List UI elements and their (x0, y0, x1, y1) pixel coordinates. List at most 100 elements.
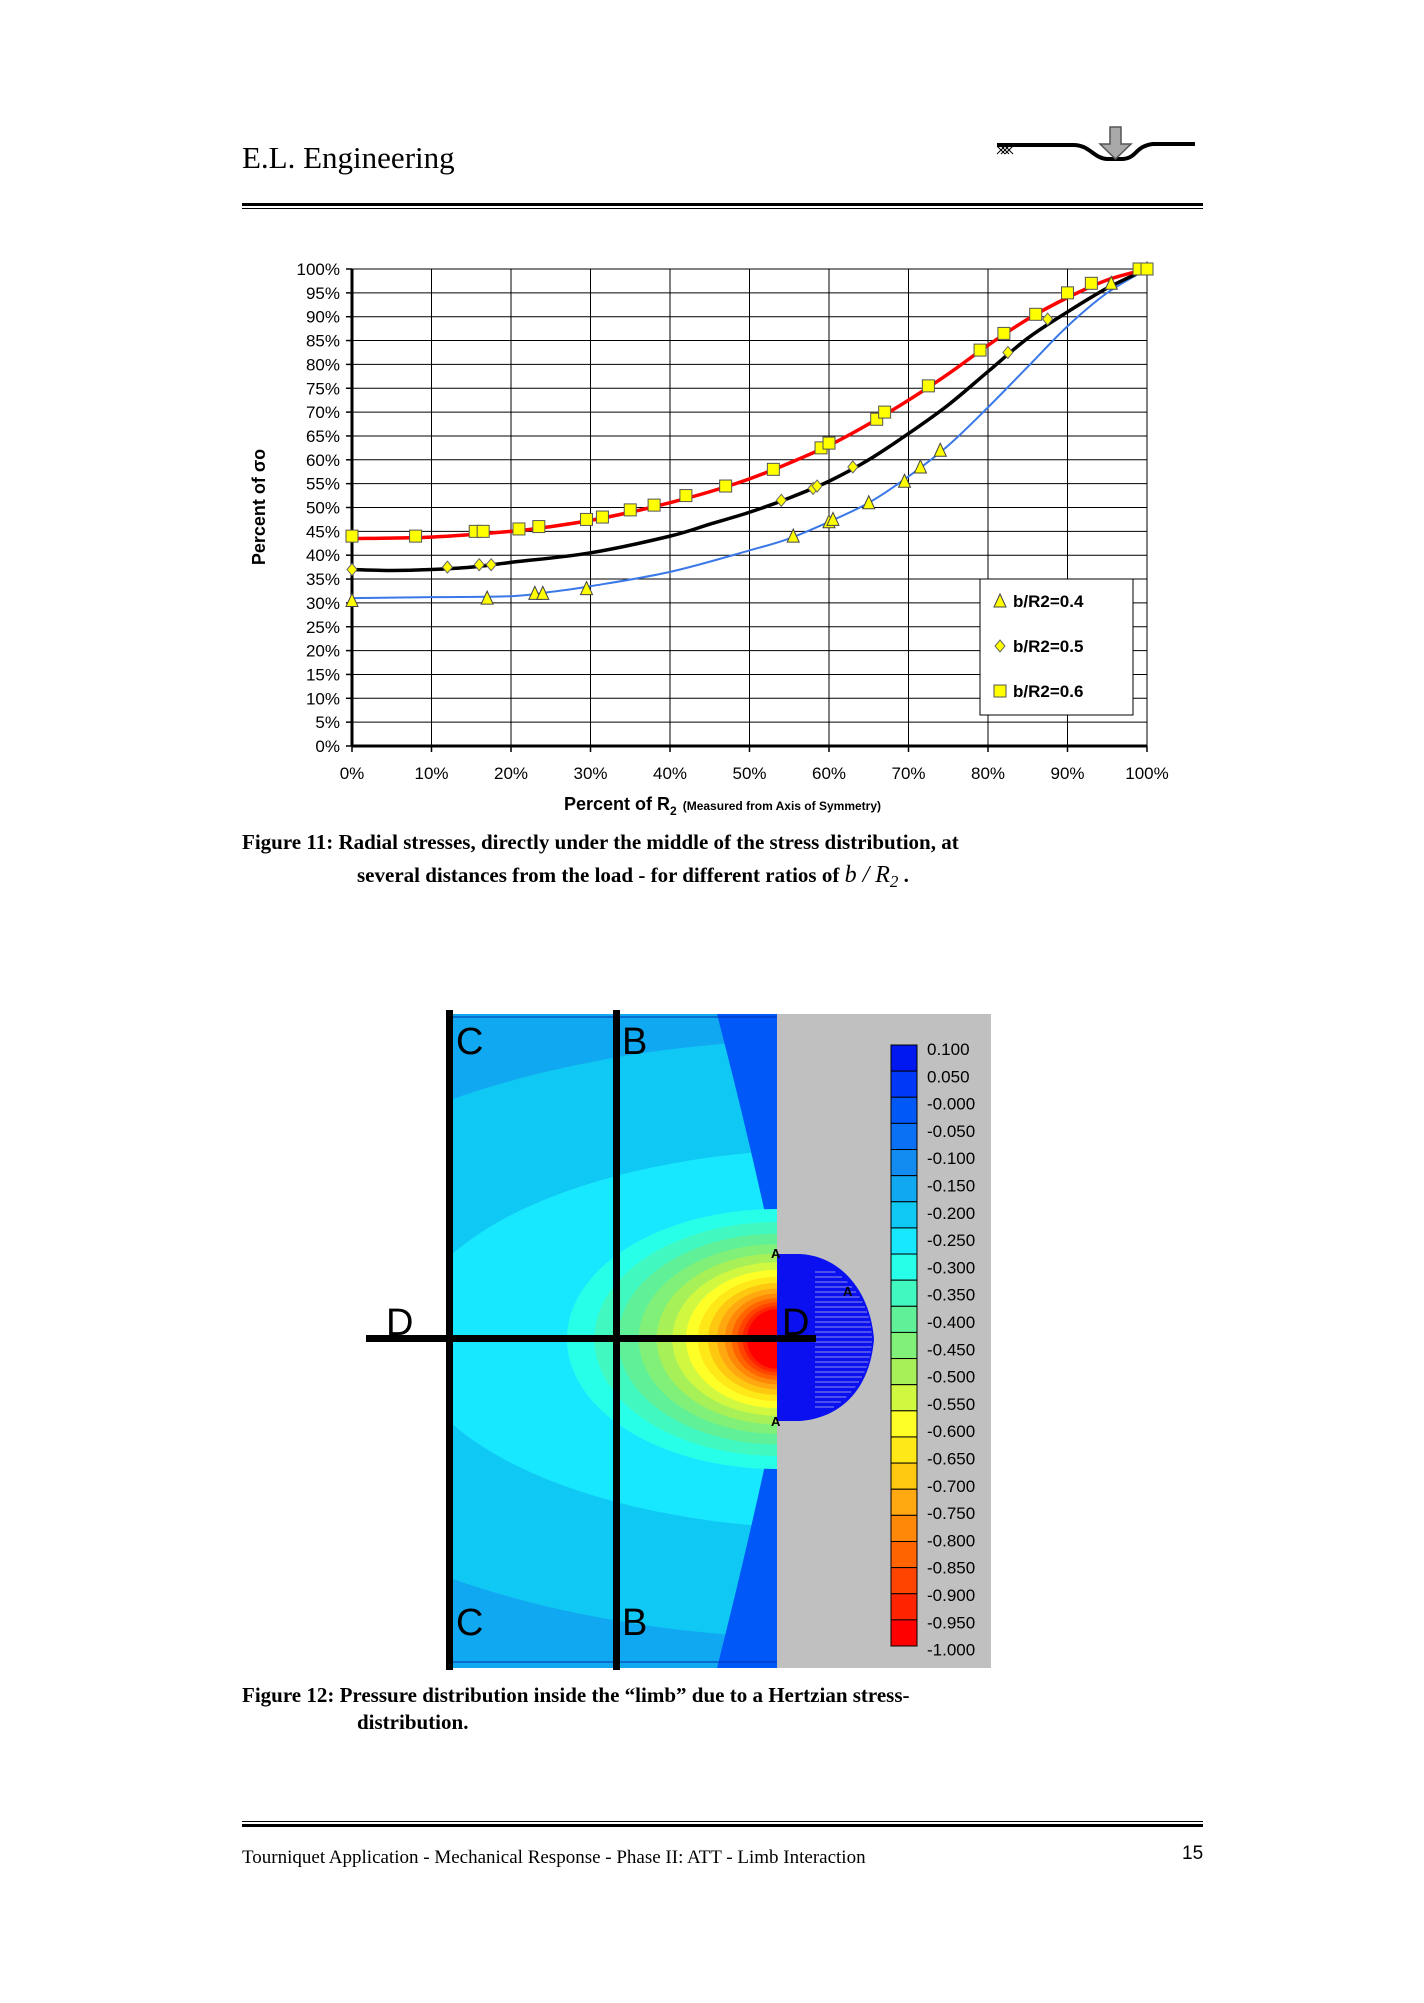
legend-marker-diamond (994, 639, 1006, 653)
label-d-right: D (782, 1302, 809, 1344)
y-tick-label: 10% (306, 689, 340, 708)
data-point-square (623, 503, 637, 517)
label-c-bottom: C (456, 1602, 483, 1644)
label-b-bottom: B (622, 1602, 647, 1644)
colorbar-swatch (890, 1122, 918, 1151)
colorbar-swatch (890, 1279, 918, 1307)
trend-line-b-r2-0-6 (351, 267, 1148, 541)
x-tick-label: 20% (494, 764, 528, 783)
header-rule (242, 203, 1203, 206)
colorbar-swatch (890, 1410, 918, 1438)
chart-markers (345, 260, 1154, 608)
data-point-square (719, 479, 733, 493)
colorbar-swatch (890, 1358, 918, 1386)
legend-label: b/R2=0.6 (1013, 682, 1083, 701)
data-point-square (878, 405, 892, 419)
colorbar-swatch (890, 1331, 918, 1360)
chart-legend: b/R2=0.4 b/R2=0.5 b/R2=0.6 (979, 578, 1134, 716)
data-point-triangle (1104, 275, 1119, 290)
x-tick-label: 90% (1050, 764, 1084, 783)
y-tick-label: 95% (306, 284, 340, 303)
data-point-triangle (536, 585, 550, 600)
x-tick-label: 0% (340, 764, 365, 783)
data-point-diamond (811, 479, 823, 493)
figure-12-caption-line2: distribution. (357, 1710, 469, 1734)
colorbar-label: -0.700 (927, 1477, 975, 1496)
data-point-square (1061, 286, 1074, 300)
data-point-square (647, 498, 661, 512)
colorbar-label: -0.000 (927, 1095, 975, 1114)
colorbar-swatch (890, 1540, 918, 1569)
colorbar-label: -0.800 (927, 1531, 975, 1550)
x-tick-label: 10% (414, 764, 448, 783)
load-marker: A (771, 1246, 781, 1261)
y-tick-label: 15% (306, 665, 340, 684)
data-point-square (822, 436, 836, 450)
hatch-icon (996, 145, 1014, 155)
data-point-triangle (897, 473, 912, 488)
data-point-square (997, 326, 1011, 340)
colorbar-swatch (890, 1070, 918, 1098)
load-marker: A (771, 1414, 781, 1429)
data-point-square (679, 489, 693, 503)
data-point-square (1140, 262, 1154, 276)
data-point-square (766, 462, 780, 476)
document-header-title: E.L. Engineering (242, 140, 455, 175)
y-tick-label: 90% (306, 308, 340, 327)
colorbar-label: -0.750 (927, 1504, 975, 1523)
x-tick-label: 80% (971, 764, 1005, 783)
data-point-diamond (473, 557, 485, 572)
data-point-triangle (579, 580, 594, 596)
colorbar-label: -0.650 (927, 1450, 975, 1469)
contour-band (717, 1014, 777, 1269)
colorbar-swatch (890, 1619, 918, 1647)
indentation-arrow-logo (996, 126, 1195, 161)
y-tick-label: 30% (306, 594, 340, 613)
y-axis-title: Percent of σo (249, 449, 269, 565)
label-d-left: D (386, 1302, 413, 1344)
data-point-diamond (847, 460, 859, 474)
y-tick-label: 40% (306, 546, 340, 565)
x-tick-labels: 0% 10% 20% 30% 40% 50% 60% 70% 80% 90% 100% (340, 764, 1169, 783)
legend-marker-triangle (993, 592, 1007, 608)
y-tick-label: 85% (306, 332, 340, 351)
header-rule-thin (242, 208, 1203, 209)
colorbar-label: -0.550 (927, 1395, 975, 1414)
data-point-square (921, 379, 935, 393)
colorbar-label: -0.300 (927, 1258, 975, 1277)
colorbar-label: -0.450 (927, 1340, 975, 1359)
colorbar-label: 0.100 (927, 1040, 970, 1059)
data-point-square (973, 343, 987, 357)
colorbar-swatch (890, 1593, 918, 1621)
y-tick-label: 80% (306, 355, 340, 374)
colorbar-swatch (890, 1305, 918, 1333)
y-tick-label: 25% (306, 618, 340, 637)
x-tick-label: 50% (732, 764, 766, 783)
colorbar-label: 0.050 (927, 1067, 970, 1086)
y-tick-label: 35% (306, 570, 340, 589)
colorbar-label: -0.850 (927, 1559, 975, 1578)
colorbar-label: -0.900 (927, 1586, 975, 1605)
data-point-diamond (1041, 312, 1054, 326)
colorbar-swatch (890, 1436, 918, 1464)
y-tick-label: 100% (297, 260, 340, 279)
colorbar-label: -0.500 (927, 1368, 975, 1387)
colorbar-swatch (890, 1253, 918, 1281)
colorbar-label: -0.950 (927, 1613, 975, 1632)
data-point-diamond (775, 493, 787, 508)
data-point-triangle (345, 592, 359, 608)
colorbar-swatch (890, 1488, 918, 1516)
pressure-contour-plot: C B C B D D A A A 0.100 0.050 -0.000 -0.050… (366, 1010, 991, 1670)
figure-11-caption-line1: Figure 11: Radial stresses, directly und… (242, 830, 959, 854)
colorbar-label: -0.400 (927, 1313, 975, 1332)
colorbar-label: -0.050 (927, 1122, 975, 1141)
data-point-square (580, 512, 594, 526)
legend-label: b/R2=0.5 (1013, 637, 1083, 656)
data-point-diamond (346, 562, 358, 577)
colorbar-swatch (890, 1149, 918, 1177)
x-tick-label: 60% (812, 764, 846, 783)
data-point-diamond (485, 557, 497, 572)
load-marker: A (843, 1284, 853, 1299)
colorbar-swatch (890, 1514, 918, 1542)
x-axis-title: Percent of R2 (Measured from Axis of Symm… (564, 794, 881, 818)
